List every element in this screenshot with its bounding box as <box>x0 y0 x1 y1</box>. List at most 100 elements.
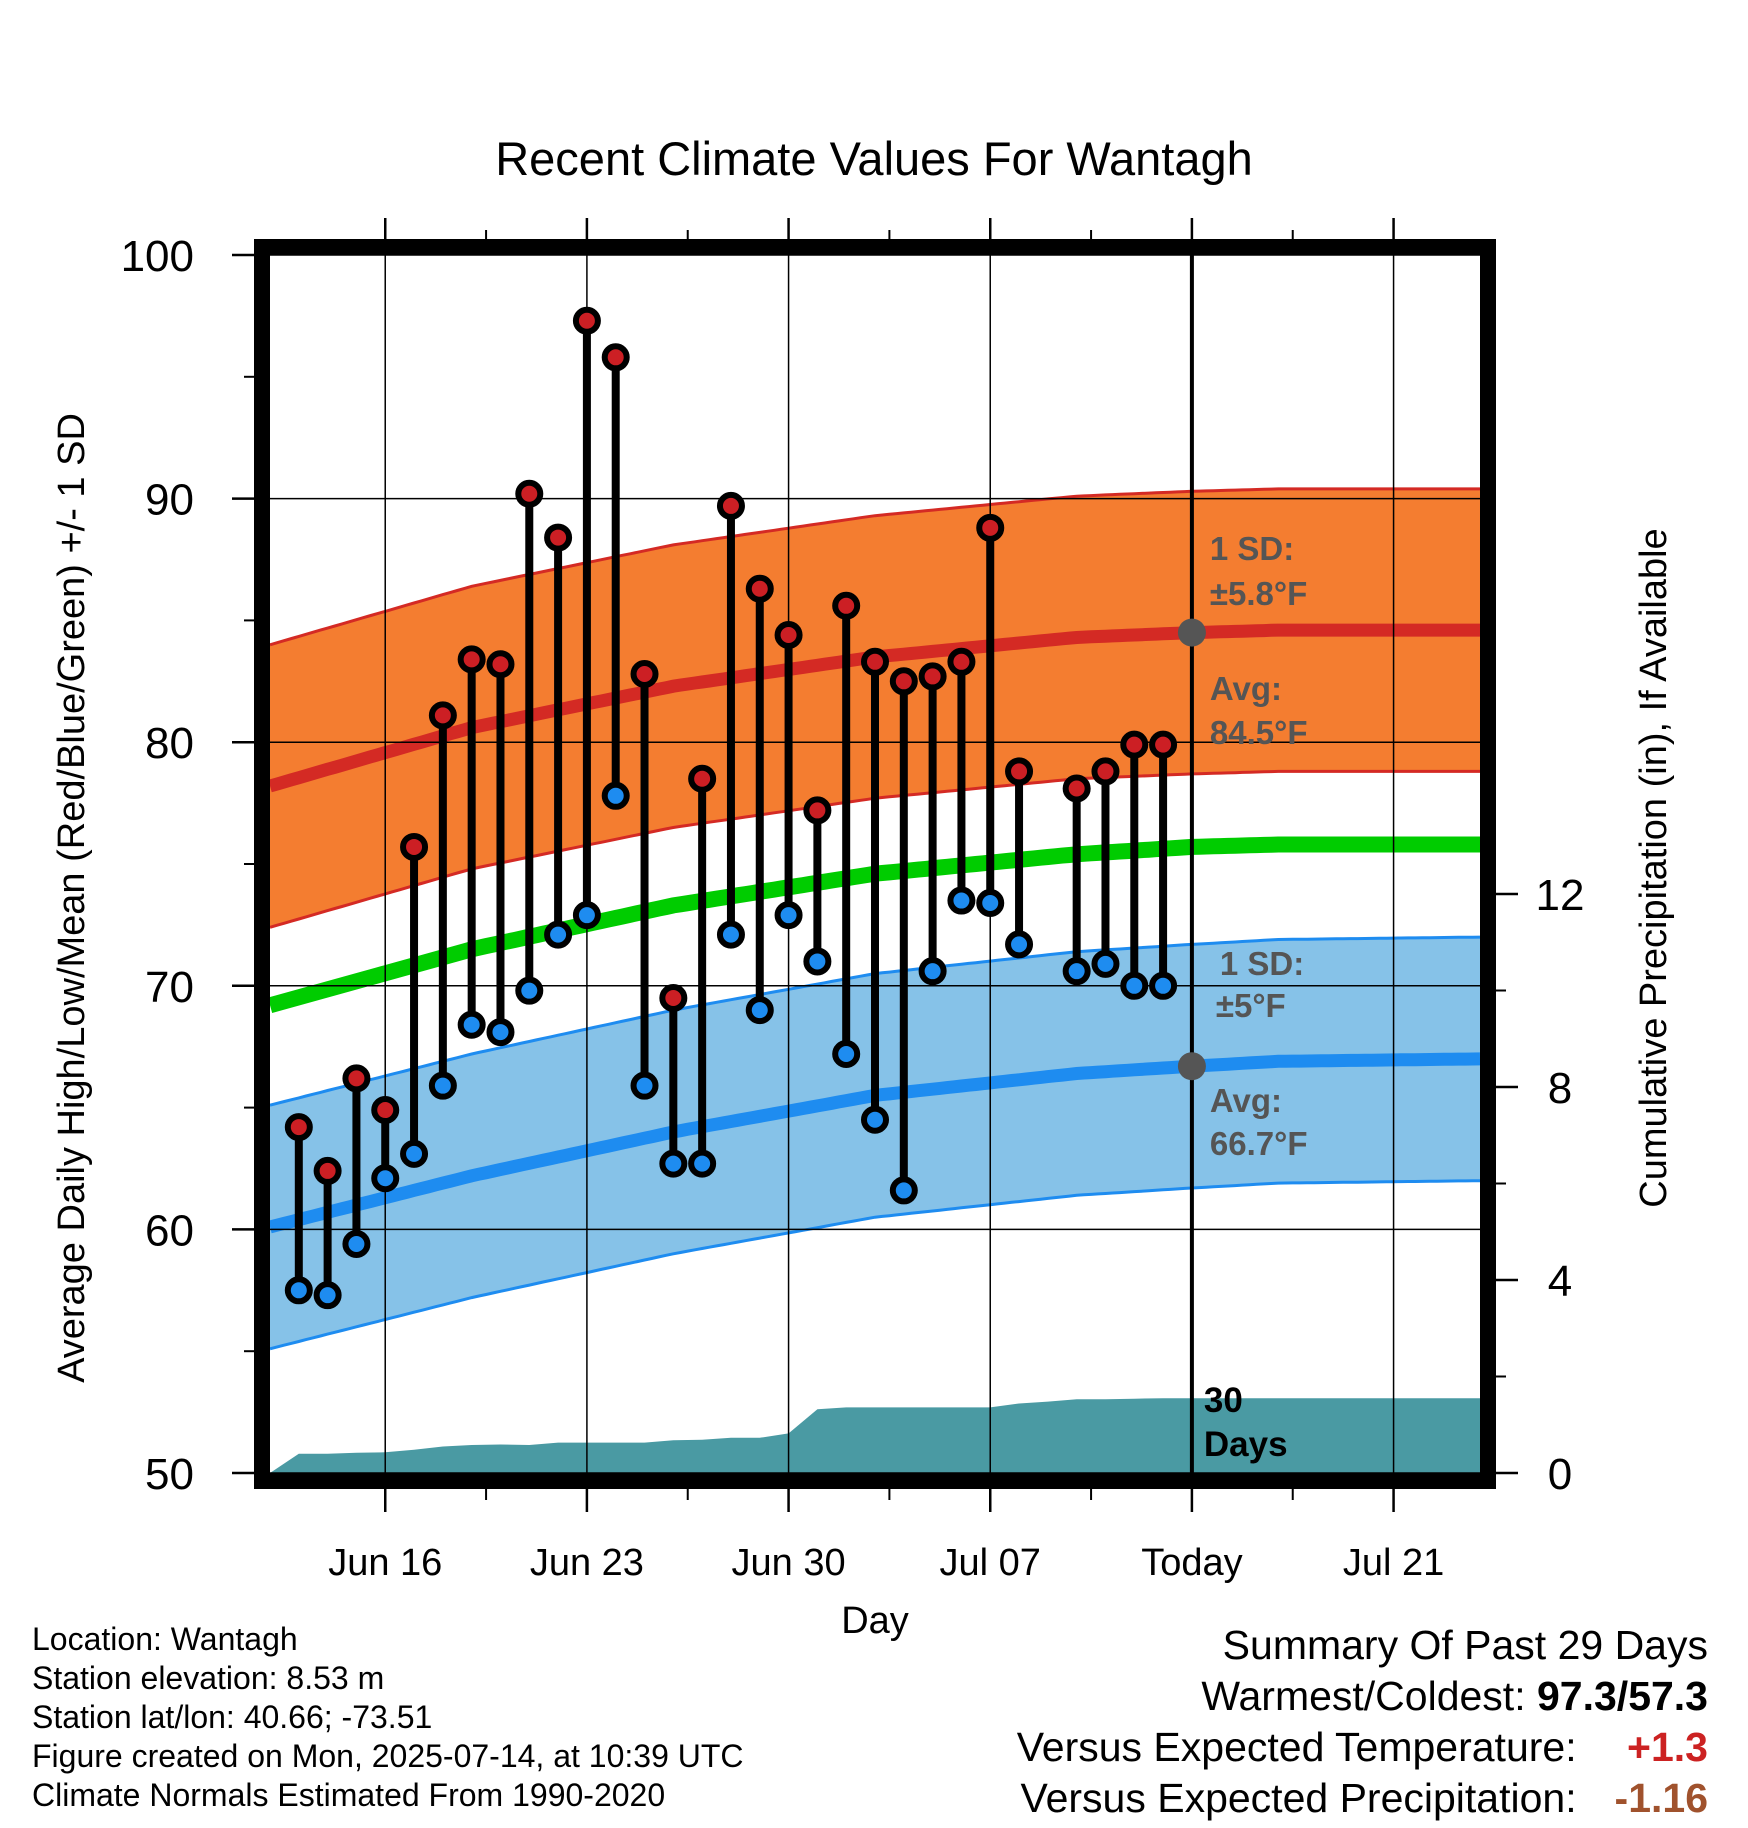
y-axis-label: Average Daily High/Low/Mean (Red/Blue/Gr… <box>51 413 93 1383</box>
low-point <box>774 901 803 930</box>
low-point <box>1149 971 1178 1000</box>
x-tick-label: Today <box>1141 1542 1242 1584</box>
high-point <box>918 662 947 691</box>
high-point <box>457 645 486 674</box>
precip-value: -1.16 <box>1614 1775 1708 1821</box>
y2-tick-label: 12 <box>1536 871 1585 920</box>
normals-text: Climate Normals Estimated From 1990-2020 <box>32 1777 666 1813</box>
high-avg-label: Avg: <box>1210 670 1282 707</box>
low-point <box>486 1018 515 1047</box>
precip-label: Versus Expected Precipitation: <box>1020 1775 1577 1821</box>
low-point <box>457 1010 486 1039</box>
high-point <box>371 1096 400 1125</box>
y-tick-label: 100 <box>121 232 194 281</box>
high-point <box>976 513 1005 542</box>
warm-cold-value: 97.3/57.3 <box>1537 1673 1708 1719</box>
high-point <box>774 621 803 650</box>
high-point <box>284 1113 313 1142</box>
high-point <box>947 647 976 676</box>
low-point <box>342 1230 371 1259</box>
y2-tick-label: 8 <box>1548 1064 1572 1113</box>
y-tick-label: 60 <box>145 1206 194 1255</box>
today-high-avg-marker <box>1177 618 1206 647</box>
high-point <box>515 479 544 508</box>
summary-warm-cold: Warmest/Coldest: 97.3/57.3 <box>1017 1671 1708 1722</box>
y2-tick-label: 4 <box>1548 1257 1572 1306</box>
low-point <box>284 1276 313 1305</box>
y2-tick-label: 0 <box>1548 1450 1572 1499</box>
today-low-avg-marker <box>1177 1052 1206 1081</box>
high-point <box>400 832 429 861</box>
low-point <box>659 1149 688 1178</box>
high-point <box>313 1156 342 1185</box>
high-point <box>745 574 774 603</box>
x-tick-label: Jul 21 <box>1343 1542 1444 1584</box>
precip-area <box>270 1398 1480 1473</box>
high-sd-label: 1 SD: <box>1210 530 1294 567</box>
high-point <box>572 306 601 335</box>
high-point <box>486 650 515 679</box>
low-point <box>1062 957 1091 986</box>
low-point <box>313 1281 342 1310</box>
y-tick-label: 90 <box>145 476 194 525</box>
low-point <box>601 781 630 810</box>
low-point <box>630 1071 659 1100</box>
low-sd-band <box>270 937 1480 1349</box>
high-point <box>716 491 745 520</box>
high-point <box>861 647 889 676</box>
low-point <box>832 1040 861 1069</box>
chart-title: Recent Climate Values For Wantagh <box>495 132 1253 185</box>
x-tick-label: Jun 30 <box>732 1542 846 1584</box>
high-point <box>1005 757 1034 786</box>
low-point <box>544 920 573 949</box>
high-avg-value: 84.5°F <box>1210 714 1308 751</box>
low-point <box>1091 949 1120 978</box>
y-tick-label: 80 <box>145 719 194 768</box>
y-tick-label: 50 <box>145 1450 194 1499</box>
summary-title: Summary Of Past 29 Days <box>1222 1622 1708 1668</box>
plot-frame <box>254 239 1496 1489</box>
low-point <box>371 1164 400 1193</box>
low-point <box>688 1149 717 1178</box>
period-label-number: 30 <box>1204 1381 1243 1420</box>
high-point <box>1120 730 1149 759</box>
x-tick-label: Jun 23 <box>530 1542 644 1584</box>
high-point <box>544 523 573 552</box>
high-point <box>832 591 861 620</box>
low-point <box>1120 971 1149 1000</box>
low-point <box>861 1105 889 1134</box>
low-point <box>745 996 774 1025</box>
low-sd-label: 1 SD: <box>1220 945 1304 982</box>
y2-axis-label: Cumulative Precipitation (in), If Availa… <box>1633 528 1675 1207</box>
summary-panel: Summary Of Past 29 Days Warmest/Coldest:… <box>1017 1620 1708 1824</box>
low-point <box>428 1071 457 1100</box>
low-sd-value: ±5°F <box>1216 987 1286 1024</box>
created-text: Figure created on Mon, 2025-07-14, at 10… <box>32 1738 744 1774</box>
high-point <box>889 667 918 696</box>
low-point <box>918 957 947 986</box>
temp-label: Versus Expected Temperature: <box>1016 1724 1577 1770</box>
low-avg-value: 66.7°F <box>1210 1125 1308 1162</box>
summary-temp: Versus Expected Temperature: +1.3 <box>1017 1722 1708 1773</box>
y-tick-label: 70 <box>145 963 194 1012</box>
period-label-unit: Days <box>1204 1425 1288 1464</box>
high-point <box>428 701 457 730</box>
warm-cold-label: Warmest/Coldest: <box>1201 1673 1526 1719</box>
low-point <box>1005 930 1034 959</box>
low-point <box>976 888 1005 917</box>
temp-value: +1.3 <box>1627 1724 1708 1770</box>
high-point <box>1062 774 1091 803</box>
high-point <box>630 659 659 688</box>
high-point <box>1091 757 1120 786</box>
location-text: Location: Wantagh <box>32 1621 298 1657</box>
high-point <box>601 343 630 372</box>
station-info: Location: Wantagh Station elevation: 8.5… <box>32 1620 744 1815</box>
low-point <box>572 901 601 930</box>
latlon-text: Station lat/lon: 40.66; -73.51 <box>32 1699 433 1735</box>
low-sd-lower-line <box>270 1179 1480 1351</box>
x-axis-label: Day <box>841 1600 909 1642</box>
high-sd-upper-line <box>270 487 1480 647</box>
high-sd-value: ±5.8°F <box>1210 575 1307 612</box>
high-point <box>688 764 717 793</box>
